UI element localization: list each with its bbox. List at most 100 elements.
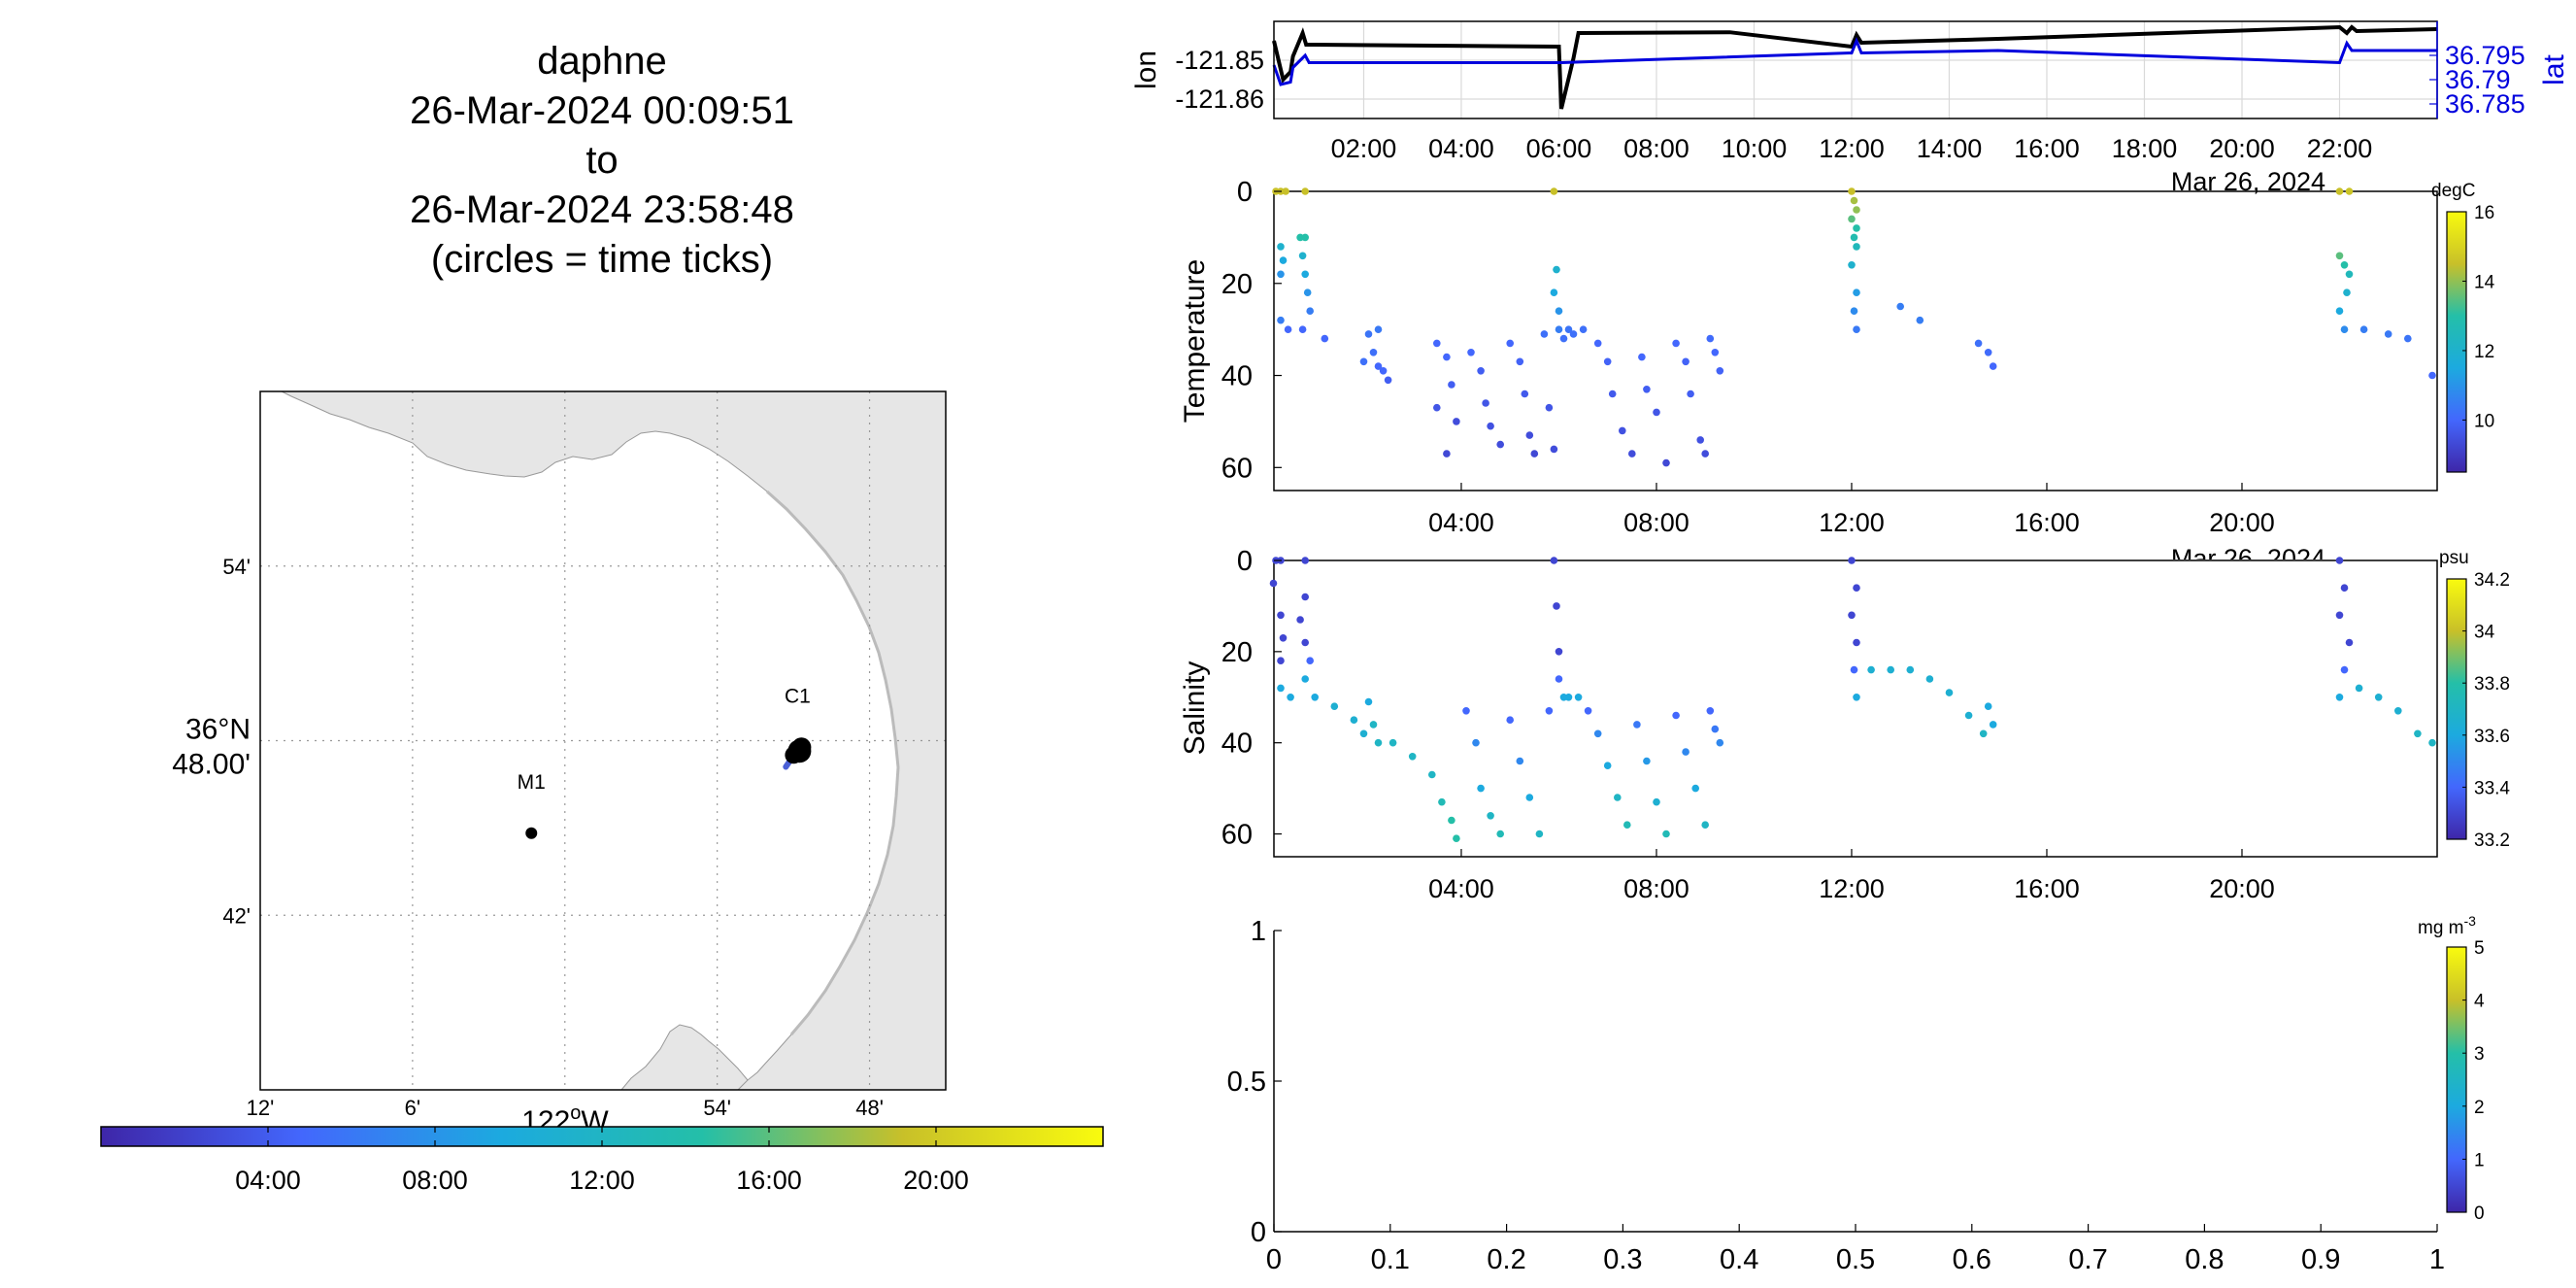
lon-lat-x-tick: 04:00: [1428, 134, 1494, 163]
temperature-point: [1848, 261, 1856, 269]
temperature-point: [1716, 367, 1724, 375]
temperature-x-tick: 16:00: [2014, 508, 2080, 537]
salinity-point: [1277, 684, 1285, 693]
salinity-point: [1277, 657, 1285, 664]
lon-axis-label: lon: [1130, 51, 1162, 89]
temperature-point: [1850, 233, 1858, 242]
map-lat-tick: 42': [222, 903, 251, 928]
salinity-point: [1364, 697, 1373, 706]
temperature-points: [1272, 187, 2436, 467]
salinity-point: [1706, 707, 1715, 715]
temperature-point: [1443, 450, 1451, 458]
map-tick-labels: 12' 6' 54' 48' 54' 36°N48.00' 42': [172, 555, 884, 1120]
salinity-y-tick: 0: [1237, 546, 1253, 577]
salinity-point: [1301, 557, 1309, 564]
temperature-point: [1277, 270, 1285, 279]
temperature-point: [1301, 233, 1309, 242]
temperature-point: [1321, 334, 1329, 343]
lon-lat-x-tick: 12:00: [1819, 134, 1885, 163]
salinity-point: [1633, 721, 1641, 729]
time-colorbar-tick: 16:00: [736, 1166, 802, 1195]
temperature-point: [1525, 431, 1534, 439]
salinity-point: [1269, 579, 1278, 588]
temperature-point: [1379, 367, 1388, 375]
temperature-point: [2335, 252, 2344, 260]
temperature-point: [1553, 265, 1560, 274]
temperature-point: [1853, 224, 1860, 232]
temperature-point: [1555, 325, 1563, 334]
empty-x-tick: 0.1: [1371, 1244, 1410, 1275]
salinity-point: [1330, 702, 1339, 710]
temperature-point: [1559, 334, 1568, 343]
temperature-point: [1603, 357, 1612, 366]
salinity-point: [1408, 753, 1417, 761]
temperature-point: [1448, 381, 1455, 389]
salinity-frame: [1273, 559, 2438, 858]
empty-colorbar: [2446, 946, 2467, 1213]
salinity-point: [1553, 602, 1560, 610]
lat-series-line: [1272, 36, 2437, 86]
lon-lat-panel: 02:00 04:00 06:00 08:00 10:00 12:00 14:00 16:00…: [1130, 20, 2570, 163]
empty-colorbar-tick: 2: [2474, 1098, 2485, 1118]
temperature-colorbar-tick: 16: [2474, 203, 2494, 223]
lon-lat-x-tick: 22:00: [2307, 134, 2373, 163]
salinity-colorbar-ticks: 33.2 33.4 33.6 33.8 34 34.2: [2462, 570, 2510, 851]
empty-tick-labels: 0 0.1 0.2 0.3 0.4 0.5 0.6 0.7 0.8 0.9 1 0 0.5 1: [1227, 916, 2445, 1275]
salinity-point: [1279, 634, 1288, 642]
lat-y-tick: 36.785: [2445, 89, 2526, 119]
salinity-point: [1545, 707, 1554, 715]
map-stations: M1 C1: [518, 685, 812, 839]
salinity-colorbar-tick: 33.2: [2474, 830, 2510, 851]
salinity-point: [1853, 638, 1860, 647]
lat-y-tick: 36.79: [2445, 65, 2511, 94]
salinity-point: [1496, 830, 1504, 838]
salinity-x-tick: 04:00: [1428, 874, 1494, 903]
temperature-y-tick: 20: [1221, 269, 1253, 300]
salinity-point: [1662, 830, 1670, 838]
temperature-point: [1550, 445, 1558, 454]
temperature-y-tick: 60: [1221, 453, 1253, 484]
empty-colorbar-tick: 0: [2474, 1203, 2485, 1224]
temperature-y-tick: 40: [1221, 361, 1253, 392]
salinity-point: [1555, 648, 1563, 656]
empty-x-tick: 0.2: [1487, 1244, 1525, 1275]
empty-x-tick: 0.4: [1720, 1244, 1758, 1275]
empty-colorbar-label: mg m-3: [2418, 913, 2476, 938]
salinity-x-tick: 12:00: [1819, 874, 1885, 903]
salinity-point: [1462, 707, 1470, 715]
temperature-point: [1662, 458, 1670, 467]
salinity-point: [2374, 694, 2383, 701]
temperature-point: [2428, 371, 2436, 380]
temperature-frame: [1273, 190, 2438, 491]
temperature-colorbar-tick: 10: [2474, 411, 2494, 431]
salinity-point: [1301, 638, 1309, 647]
temperature-point: [1298, 325, 1307, 334]
temperature-point: [1564, 325, 1573, 334]
salinity-axis-label: Salinity: [1179, 661, 1211, 756]
temperature-point: [1364, 330, 1373, 338]
temperature-point: [1284, 325, 1292, 334]
temperature-point: [1848, 215, 1856, 223]
empty-colorbar-tick: 3: [2474, 1044, 2485, 1065]
temperature-point: [1696, 436, 1704, 444]
salinity-point: [1614, 794, 1622, 801]
salinity-point: [1643, 757, 1651, 765]
temperature-point: [1550, 187, 1558, 195]
temperature-point: [1848, 187, 1856, 195]
salinity-point: [1979, 729, 1988, 738]
salinity-colorbar-tick: 33.6: [2474, 727, 2510, 747]
temperature-point: [1984, 349, 1992, 356]
salinity-point: [1672, 711, 1680, 720]
salinity-point: [2345, 638, 2354, 647]
salinity-tick-labels: 04:00 08:00 12:00 16:00 20:00 0 20 40 60: [1221, 546, 2275, 903]
salinity-point: [1359, 729, 1368, 738]
time-colorbar-tick: 20:00: [903, 1166, 969, 1195]
time-colorbar: 04:00 08:00 12:00 16:00 20:00: [100, 1126, 1104, 1195]
salinity-point: [1453, 834, 1460, 842]
temperature-panel: 04:00 08:00 12:00 16:00 20:00 0 20 40 60 Tempera…: [1179, 167, 2495, 537]
salinity-point: [1906, 665, 1915, 674]
temperature-x-tick: 20:00: [2209, 508, 2275, 537]
empty-colorbar-tick: 5: [2474, 938, 2485, 959]
temperature-point: [1545, 403, 1554, 412]
temperature-point: [1643, 386, 1651, 393]
